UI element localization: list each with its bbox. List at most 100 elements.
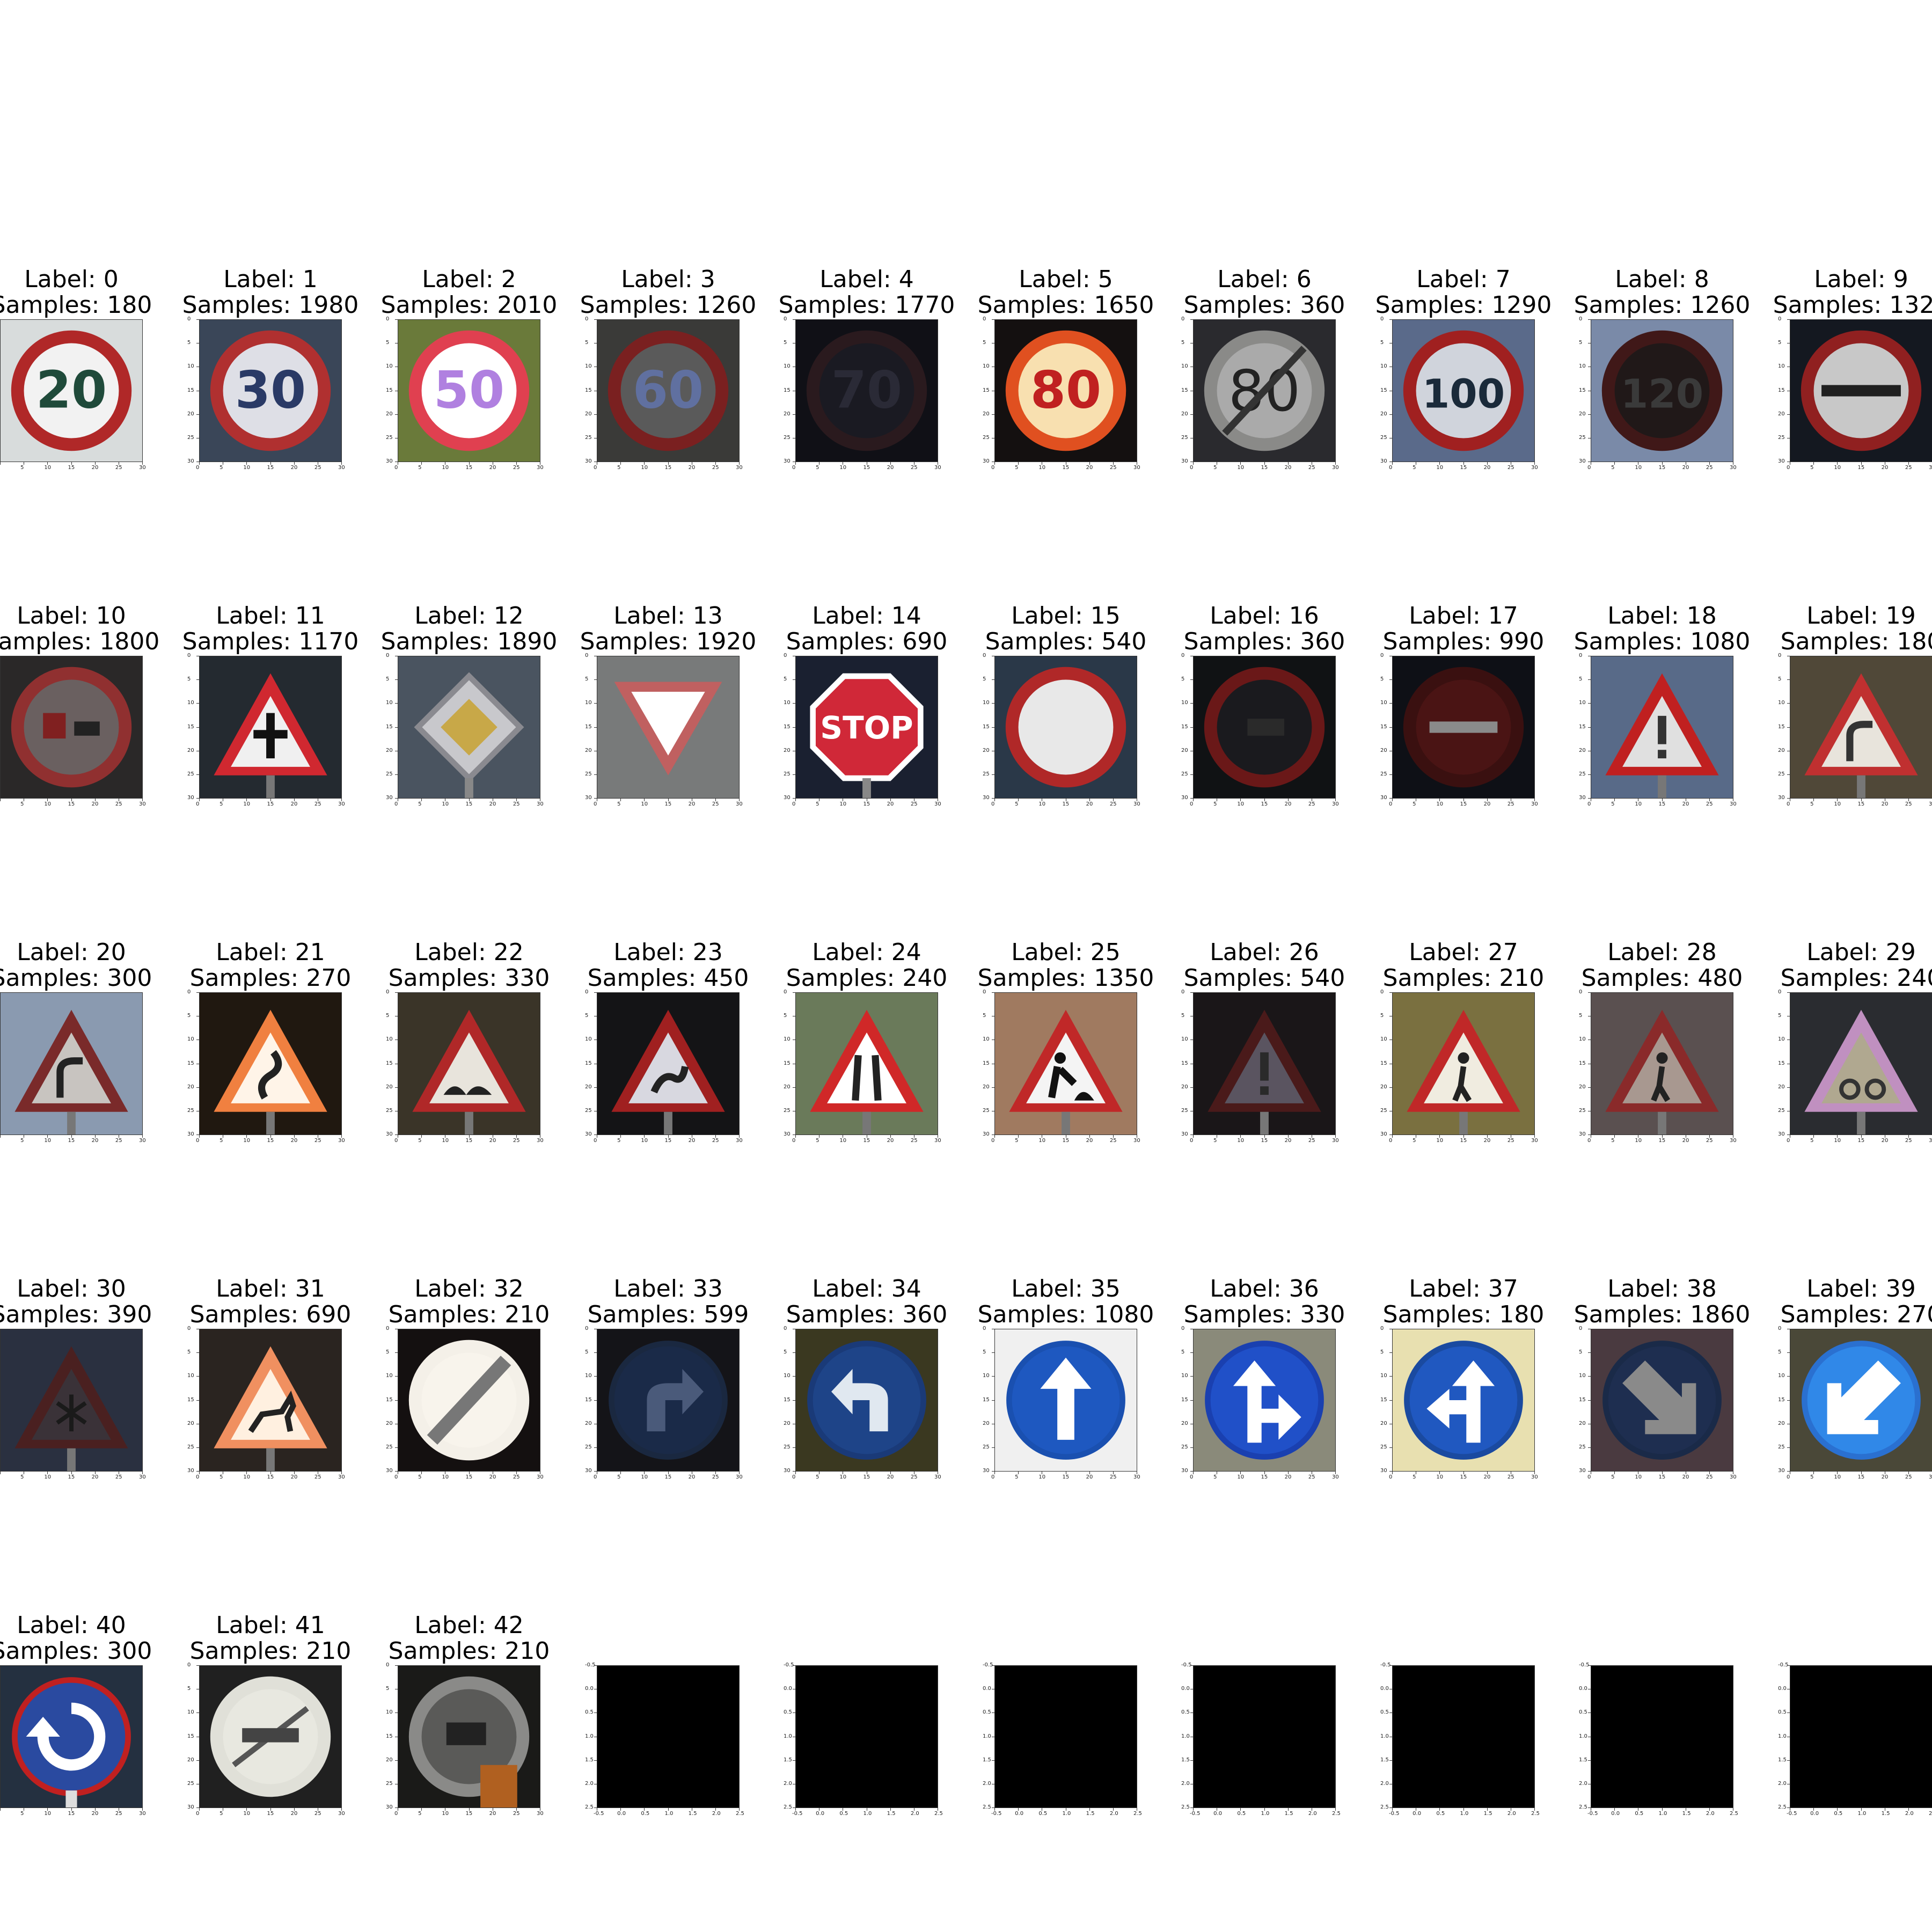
x-tick-label: 0: [594, 801, 597, 807]
x-tick-mark: [516, 462, 517, 465]
subplot-title: Label: 12 Samples: 1890: [360, 603, 578, 655]
y-tick-label: 0: [1579, 316, 1583, 322]
x-tick-mark: [1487, 1472, 1488, 1474]
y-tick-label: 20: [1579, 747, 1586, 753]
y-tick-label: 0: [187, 316, 191, 322]
x-tick-label: 10: [442, 465, 449, 471]
subplot-title: Label: 13 Samples: 1920: [559, 603, 777, 655]
x-tick-label: 1.5: [1284, 1811, 1293, 1817]
x-tick-mark: [469, 1808, 470, 1811]
sample-count: Samples: 1890: [380, 628, 558, 655]
y-tick-mark: [1190, 1400, 1193, 1401]
x-tick-label: 1.0: [664, 1811, 674, 1817]
y-tick-label: 10: [585, 363, 592, 370]
x-tick-mark: [1089, 462, 1090, 465]
y-tick-label: 2.0: [983, 1780, 991, 1787]
sample-count: Samples: 450: [587, 964, 749, 992]
x-tick-label: 0: [394, 1474, 398, 1480]
y-tick-label: 10: [585, 1036, 592, 1043]
y-tick-label: 0: [1579, 653, 1583, 658]
x-tick-label: 10: [1635, 1138, 1642, 1144]
y-tick-label: 0: [1380, 989, 1384, 995]
y-tick-mark: [992, 1400, 994, 1401]
y-tick-mark: [196, 1471, 199, 1472]
y-tick-label: 20: [784, 1420, 791, 1426]
x-tick-label: 10: [1237, 1474, 1245, 1480]
x-tick-label: 1.5: [1682, 1811, 1691, 1817]
x-tick-label: -0.5: [1190, 1811, 1201, 1817]
x-tick-mark: [644, 1808, 645, 1811]
y-tick-label: 0: [1181, 989, 1185, 995]
x-tick-mark: [1439, 1808, 1440, 1811]
y-tick-label: 2.0: [1778, 1780, 1787, 1787]
x-tick-mark: [1240, 1135, 1241, 1138]
y-tick-mark: [1787, 1352, 1790, 1353]
y-tick-label: 25: [1778, 1444, 1785, 1450]
y-tick-label: 5: [585, 1013, 589, 1019]
y-tick-label: 15: [1380, 1060, 1387, 1066]
x-tick-label: 20: [1682, 1474, 1689, 1480]
x-tick-mark: [1018, 1808, 1019, 1811]
x-tick-label: 0.0: [1611, 1811, 1620, 1817]
x-tick-label: 1.5: [1881, 1811, 1890, 1817]
y-tick-label: 25: [187, 434, 194, 441]
x-tick-mark: [715, 462, 716, 465]
y-tick-label: 20: [585, 411, 592, 417]
y-tick-label: 15: [1579, 1396, 1586, 1403]
y-tick-label: 5: [1579, 340, 1583, 346]
x-tick-label: 20: [91, 1474, 99, 1480]
x-tick-mark: [47, 1808, 48, 1811]
y-tick-mark: [395, 1352, 398, 1353]
x-tick-label: 30: [1929, 1138, 1932, 1144]
x-tick-label: 25: [1507, 1138, 1514, 1144]
x-tick-label: 0.0: [1213, 1811, 1223, 1817]
y-tick-label: 25: [1579, 1107, 1586, 1114]
y-tick-mark: [992, 319, 994, 320]
x-tick-label: 5: [816, 465, 819, 471]
svg-text:120: 120: [1621, 371, 1703, 418]
x-tick-label: 5: [1015, 801, 1019, 807]
x-tick-mark: [1463, 462, 1464, 465]
x-tick-label: 25: [1507, 1474, 1514, 1480]
x-tick-mark: [1487, 799, 1488, 801]
y-tick-mark: [992, 1807, 994, 1808]
sign-image-pixels: [1, 1666, 142, 1807]
x-tick-label: 1.5: [1086, 1811, 1095, 1817]
y-tick-mark: [1787, 727, 1790, 728]
x-tick-mark: [71, 1808, 72, 1811]
x-tick-mark: [994, 1808, 995, 1811]
x-tick-label: 0: [196, 801, 200, 807]
y-tick-label: 20: [187, 1084, 194, 1090]
y-tick-label: 30: [386, 1468, 393, 1474]
y-tick-mark: [594, 1376, 597, 1377]
x-tick-label: 0: [1190, 1474, 1194, 1480]
sign-image-pixels: [995, 993, 1137, 1135]
x-tick-mark: [142, 799, 143, 801]
y-tick-label: 15: [386, 387, 393, 393]
x-tick-mark: [1463, 1135, 1464, 1138]
x-tick-label: 20: [1284, 1474, 1292, 1480]
subplot-title: Label: 4 Samples: 1770: [758, 267, 976, 318]
y-tick-label: 20: [1579, 1420, 1586, 1426]
x-tick-mark: [644, 799, 645, 801]
y-tick-label: 20: [187, 411, 194, 417]
y-tick-label: 30: [187, 1804, 194, 1810]
x-tick-mark: [71, 1135, 72, 1138]
sample-count: Samples: 360: [1183, 628, 1345, 655]
subplot-title: Label: 22 Samples: 330: [360, 940, 578, 991]
y-tick-mark: [1190, 1760, 1193, 1761]
y-tick-label: 0.5: [585, 1709, 594, 1716]
sign-image-pixels: [1591, 993, 1733, 1135]
x-tick-label: -0.5: [1787, 1811, 1797, 1817]
y-tick-label: 15: [386, 723, 393, 730]
x-tick-label: 25: [712, 801, 719, 807]
x-tick-mark: [1813, 799, 1814, 801]
x-tick-label: 0: [991, 1474, 995, 1480]
x-tick-label: 1.0: [1460, 1811, 1469, 1817]
sample-count: Samples: 1080: [1574, 628, 1751, 655]
y-tick-label: 30: [386, 795, 393, 801]
y-tick-label: 0: [983, 316, 986, 322]
x-tick-label: 30: [736, 801, 743, 807]
subplot-title: Label: 3 Samples: 1260: [559, 267, 777, 318]
x-tick-label: 20: [887, 1138, 894, 1144]
